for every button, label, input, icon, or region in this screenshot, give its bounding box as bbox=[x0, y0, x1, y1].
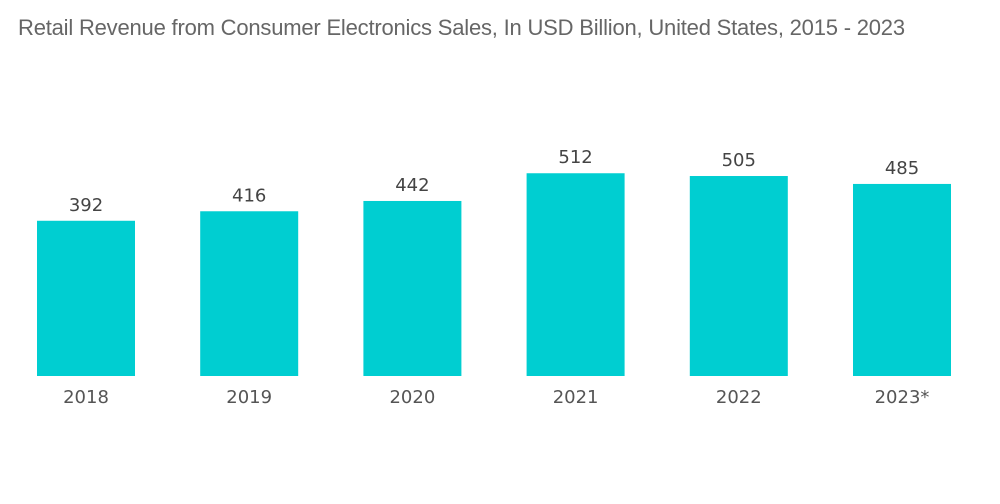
data-label: 416 bbox=[232, 185, 266, 206]
data-label: 485 bbox=[885, 158, 919, 179]
x-tick-label: 2022 bbox=[716, 387, 762, 408]
bar-2019 bbox=[200, 211, 299, 376]
data-label: 512 bbox=[558, 147, 592, 168]
data-label: 392 bbox=[69, 195, 103, 216]
x-tick-label: 2021 bbox=[553, 387, 599, 408]
bar-2022 bbox=[689, 176, 788, 376]
bar-2020 bbox=[363, 200, 462, 376]
chart-title: Retail Revenue from Consumer Electronics… bbox=[18, 15, 905, 40]
bar-2023 bbox=[853, 183, 951, 376]
x-tick-label: 2023* bbox=[875, 387, 930, 408]
data-label: 505 bbox=[722, 150, 756, 171]
data-label: 442 bbox=[395, 175, 429, 196]
x-tick-label: 2020 bbox=[389, 387, 435, 408]
bar-2018 bbox=[37, 220, 135, 376]
x-tick-label: 2019 bbox=[226, 387, 272, 408]
x-tick-label: 2018 bbox=[63, 387, 109, 408]
bar-2021 bbox=[526, 173, 625, 376]
